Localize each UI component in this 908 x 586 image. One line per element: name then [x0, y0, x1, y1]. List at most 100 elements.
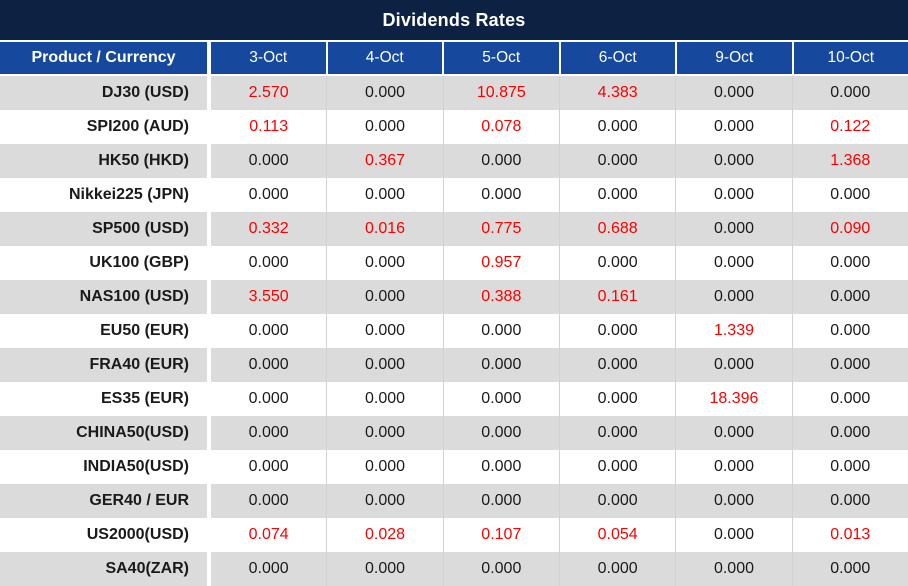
- dividend-value: 0.000: [442, 348, 559, 382]
- dividend-value: 10.875: [442, 76, 559, 110]
- column-divider: [207, 484, 211, 518]
- dividend-value: 0.000: [211, 314, 327, 348]
- dividend-value: 0.013: [791, 518, 908, 552]
- dividend-value: 0.000: [211, 144, 327, 178]
- dividend-value: 3.550: [211, 280, 327, 314]
- dividend-value: 0.000: [211, 450, 327, 484]
- dividend-value: 0.000: [791, 416, 908, 450]
- dividend-value: 0.074: [211, 518, 327, 552]
- dividend-value: 0.000: [326, 348, 443, 382]
- column-divider: [207, 450, 211, 484]
- dividend-value: 0.000: [791, 246, 908, 280]
- dividend-value: 0.000: [442, 144, 559, 178]
- product-label: HK50 (HKD): [0, 144, 207, 178]
- dividend-value: 0.000: [558, 484, 676, 518]
- dividend-value: 0.028: [326, 518, 443, 552]
- dividend-value: 0.688: [558, 212, 676, 246]
- dividend-value: 0.000: [791, 314, 908, 348]
- dividend-value: 0.000: [675, 178, 792, 212]
- table-row: FRA40 (EUR) 0.000 0.000 0.000 0.000 0.000 0.00…: [0, 348, 908, 382]
- date-column-header-6-oct: 6-Oct: [558, 42, 675, 74]
- dividend-value: 0.000: [791, 450, 908, 484]
- dividend-value: 0.161: [558, 280, 676, 314]
- column-divider: [207, 212, 211, 246]
- dividend-value: 0.000: [791, 552, 908, 586]
- table-row: EU50 (EUR) 0.000 0.000 0.000 0.000 1.339 0.000: [0, 314, 908, 348]
- column-divider: [207, 76, 211, 110]
- table-row: INDIA50(USD) 0.000 0.000 0.000 0.000 0.000 0.0…: [0, 450, 908, 484]
- column-divider: [207, 518, 211, 552]
- dividend-value: 0.000: [791, 76, 908, 110]
- table-row: UK100 (GBP) 0.000 0.000 0.957 0.000 0.000 0.00…: [0, 246, 908, 280]
- column-divider: [207, 416, 211, 450]
- dividend-value: 0.000: [791, 280, 908, 314]
- dividend-value: 1.339: [675, 314, 792, 348]
- dividend-value: 0.367: [326, 144, 443, 178]
- dividend-value: 0.000: [558, 450, 676, 484]
- dividend-value: 0.957: [442, 246, 559, 280]
- table-row: Nikkei225 (JPN) 0.000 0.000 0.000 0.000 0.000…: [0, 178, 908, 212]
- dividend-value: 0.000: [675, 110, 792, 144]
- dividend-value: 0.000: [558, 314, 676, 348]
- table-row: CHINA50(USD) 0.000 0.000 0.000 0.000 0.000 0.0…: [0, 416, 908, 450]
- dividend-value: 0.000: [442, 416, 559, 450]
- product-label: GER40 / EUR: [0, 484, 207, 518]
- dividend-value: 0.000: [326, 110, 443, 144]
- dividend-value: 4.383: [558, 76, 676, 110]
- product-label: Nikkei225 (JPN): [0, 178, 207, 212]
- column-divider: [207, 552, 211, 586]
- table-body: DJ30 (USD) 2.570 0.000 10.875 4.383 0.000 0.00…: [0, 76, 908, 586]
- dividend-value: 0.000: [675, 280, 792, 314]
- dividend-value: 0.000: [211, 348, 327, 382]
- dividend-value: 0.000: [558, 382, 676, 416]
- dividend-value: 0.000: [211, 552, 327, 586]
- dividend-value: 0.000: [326, 76, 443, 110]
- dividend-value: 0.000: [675, 416, 792, 450]
- dividend-value: 0.000: [675, 484, 792, 518]
- dividend-value: 0.000: [675, 76, 792, 110]
- dividend-value: 0.000: [326, 246, 443, 280]
- dividend-value: 0.000: [211, 416, 327, 450]
- dividend-value: 0.775: [442, 212, 559, 246]
- table-row: DJ30 (USD) 2.570 0.000 10.875 4.383 0.000 0.00…: [0, 76, 908, 110]
- dividend-value: 0.000: [326, 552, 443, 586]
- dividend-value: 0.000: [675, 518, 792, 552]
- dividend-value: 0.388: [442, 280, 559, 314]
- date-column-header-9-oct: 9-Oct: [675, 42, 792, 74]
- dividend-value: 0.000: [442, 178, 559, 212]
- dividend-value: 0.122: [791, 110, 908, 144]
- dividend-value: 0.000: [558, 348, 676, 382]
- dividend-value: 0.000: [211, 246, 327, 280]
- dividend-value: 0.000: [326, 416, 443, 450]
- table-row: NAS100 (USD) 3.550 0.000 0.388 0.161 0.000 0.0…: [0, 280, 908, 314]
- dividend-value: 0.090: [791, 212, 908, 246]
- dividend-value: 0.000: [442, 382, 559, 416]
- table-row: ES35 (EUR) 0.000 0.000 0.000 0.000 18.396 0.00…: [0, 382, 908, 416]
- dividend-value: 0.000: [442, 314, 559, 348]
- column-divider: [207, 110, 211, 144]
- column-divider: [207, 314, 211, 348]
- dividend-value: 0.000: [211, 484, 327, 518]
- dividend-value: 0.000: [326, 382, 443, 416]
- dividend-value: 0.000: [558, 246, 676, 280]
- dividend-value: 0.000: [442, 484, 559, 518]
- dividend-value: 0.054: [558, 518, 676, 552]
- dividend-value: 0.000: [442, 552, 559, 586]
- table-row: HK50 (HKD) 0.000 0.367 0.000 0.000 0.000 1.368: [0, 144, 908, 178]
- table-row: US2000(USD) 0.074 0.028 0.107 0.054 0.000 0.01…: [0, 518, 908, 552]
- dividend-value: 2.570: [211, 76, 327, 110]
- product-label: DJ30 (USD): [0, 76, 207, 110]
- product-label: SPI200 (AUD): [0, 110, 207, 144]
- table-row: SP500 (USD) 0.332 0.016 0.775 0.688 0.000 0.09…: [0, 212, 908, 246]
- dividend-value: 0.000: [326, 314, 443, 348]
- column-divider: [207, 382, 211, 416]
- dividend-value: 0.000: [442, 450, 559, 484]
- column-divider: [207, 178, 211, 212]
- product-label: EU50 (EUR): [0, 314, 207, 348]
- dividend-value: 0.000: [791, 484, 908, 518]
- dividend-value: 0.000: [675, 212, 792, 246]
- dividend-value: 0.000: [326, 280, 443, 314]
- table-title: Dividends Rates: [0, 0, 908, 42]
- table-row: SPI200 (AUD) 0.113 0.000 0.078 0.000 0.000 0.1…: [0, 110, 908, 144]
